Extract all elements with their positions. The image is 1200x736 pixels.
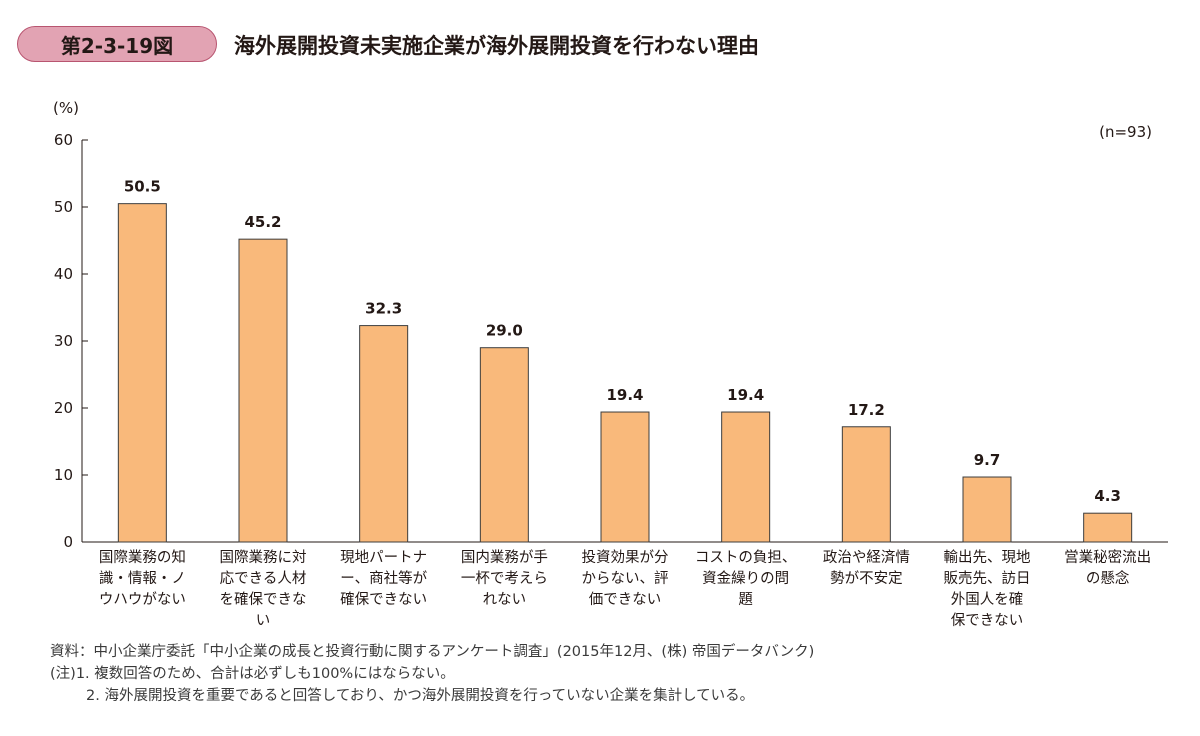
category-label-line: れない — [483, 591, 527, 608]
bar — [359, 325, 409, 543]
category-label-line: ー、商社等が — [340, 569, 427, 587]
y-tick-label: 60 — [54, 131, 73, 149]
category-label-line: 現地パートナ — [340, 549, 427, 566]
note-2: 2. 海外展開投資を重要であると回答しており、かつ海外展開投資を行っていない企業… — [86, 688, 755, 704]
y-tick-label: 20 — [54, 399, 73, 417]
bar — [238, 238, 288, 543]
category-label-line: 保できない — [951, 612, 1024, 629]
category-labels: 国際業務の知識・情報・ノウハウがない国際業務に対応できる人材を確保できない現地パ… — [99, 549, 1151, 629]
figure-number: 第2-3-19図 — [60, 33, 174, 58]
category-label: 営業秘密流出の懸念 — [1064, 549, 1151, 587]
category-label-line: 政治や経済情 — [823, 549, 910, 566]
category-label-line: コストの負担、 — [695, 549, 797, 566]
category-label: 現地パートナー、商社等が確保できない — [340, 549, 427, 608]
bar-value-label: 4.3 — [1094, 487, 1121, 505]
category-label: コストの負担、資金繰りの問題 — [695, 549, 797, 608]
category-label-line: 識・情報・ノ — [99, 570, 186, 587]
bar-value-label: 45.2 — [244, 213, 281, 231]
note-1: (注)1. 複数回答のため、合計は必ずしも100%にはならない。 — [50, 666, 455, 682]
category-label-line: 国内業務が手 — [461, 549, 548, 566]
category-label-line: 営業秘密流出 — [1064, 549, 1151, 566]
category-label-line: 輸出先、現地 — [944, 549, 1031, 566]
category-label-line: 価できない — [589, 591, 662, 608]
category-label-line: 題 — [738, 592, 753, 608]
category-label-line: からない、評 — [582, 570, 669, 587]
bar — [1083, 512, 1133, 543]
y-tick-label: 30 — [54, 332, 73, 350]
figure-title: 海外展開投資未実施企業が海外展開投資を行わない理由 — [234, 34, 759, 58]
category-label-line: 一杯で考えら — [461, 570, 548, 587]
category-label: 国際業務に対応できる人材を確保できない — [220, 549, 307, 629]
bar-value-label: 17.2 — [848, 401, 885, 419]
bar — [600, 411, 650, 543]
category-label-line: 販売先、訪日 — [944, 570, 1031, 587]
bar-value-label: 19.4 — [606, 386, 643, 404]
bar — [117, 203, 167, 543]
category-label-line: の懸念 — [1086, 569, 1130, 587]
bar-value-label: 29.0 — [486, 322, 523, 340]
y-tick-label: 50 — [54, 198, 73, 216]
category-label-line: 外国人を確 — [951, 591, 1024, 608]
bar — [721, 411, 771, 543]
sample-size-label: (n=93) — [1099, 123, 1152, 141]
y-tick-label: 40 — [54, 265, 73, 283]
category-label-line: 国際業務に対 — [220, 549, 307, 566]
source-note: 資料：中小企業庁委託「中小企業の成長と投資行動に関するアンケート調査」(2015… — [50, 644, 815, 660]
category-label-line: い — [256, 613, 271, 629]
category-label: 輸出先、現地販売先、訪日外国人を確保できない — [944, 549, 1031, 629]
category-label-line: 国際業務の知 — [99, 549, 186, 566]
bar — [479, 347, 529, 543]
bar-value-label: 32.3 — [365, 300, 402, 318]
category-label-line: ウハウがない — [99, 591, 186, 608]
y-tick-label: 10 — [54, 466, 73, 484]
category-label-line: 勢が不安定 — [830, 570, 903, 587]
category-label: 投資効果が分からない、評価できない — [582, 549, 669, 608]
bar-value-label: 50.5 — [124, 178, 161, 196]
bar — [841, 426, 891, 543]
category-label: 国際業務の知識・情報・ノウハウがない — [99, 549, 186, 608]
bar — [962, 476, 1012, 543]
figure-number-badge: 第2-3-19図 — [17, 26, 217, 62]
bar-value-label: 9.7 — [974, 451, 1001, 469]
category-label-line: 資金繰りの問 — [702, 570, 789, 587]
bars: 50.5 45.2 32.3 29.0 19.4 19.4 17.2 9.7 4.3 — [117, 178, 1133, 543]
category-label: 政治や経済情勢が不安定 — [823, 549, 910, 587]
category-label-line: 確保できない — [340, 591, 427, 608]
category-label: 国内業務が手一杯で考えられない — [461, 549, 548, 608]
category-label-line: 投資効果が分 — [582, 549, 669, 566]
category-label-line: 応できる人材 — [220, 570, 307, 587]
bar-chart: (%) (n=93) 0 10 20 30 40 50 60 50.5 45.2 32.3 29.… — [53, 99, 1168, 629]
y-axis-unit-label: (%) — [53, 99, 79, 117]
bar-value-label: 19.4 — [727, 386, 764, 404]
notes: 資料：中小企業庁委託「中小企業の成長と投資行動に関するアンケート調査」(2015… — [50, 641, 814, 707]
category-label-line: を確保できな — [220, 591, 307, 608]
y-tick-label: 0 — [63, 533, 73, 551]
